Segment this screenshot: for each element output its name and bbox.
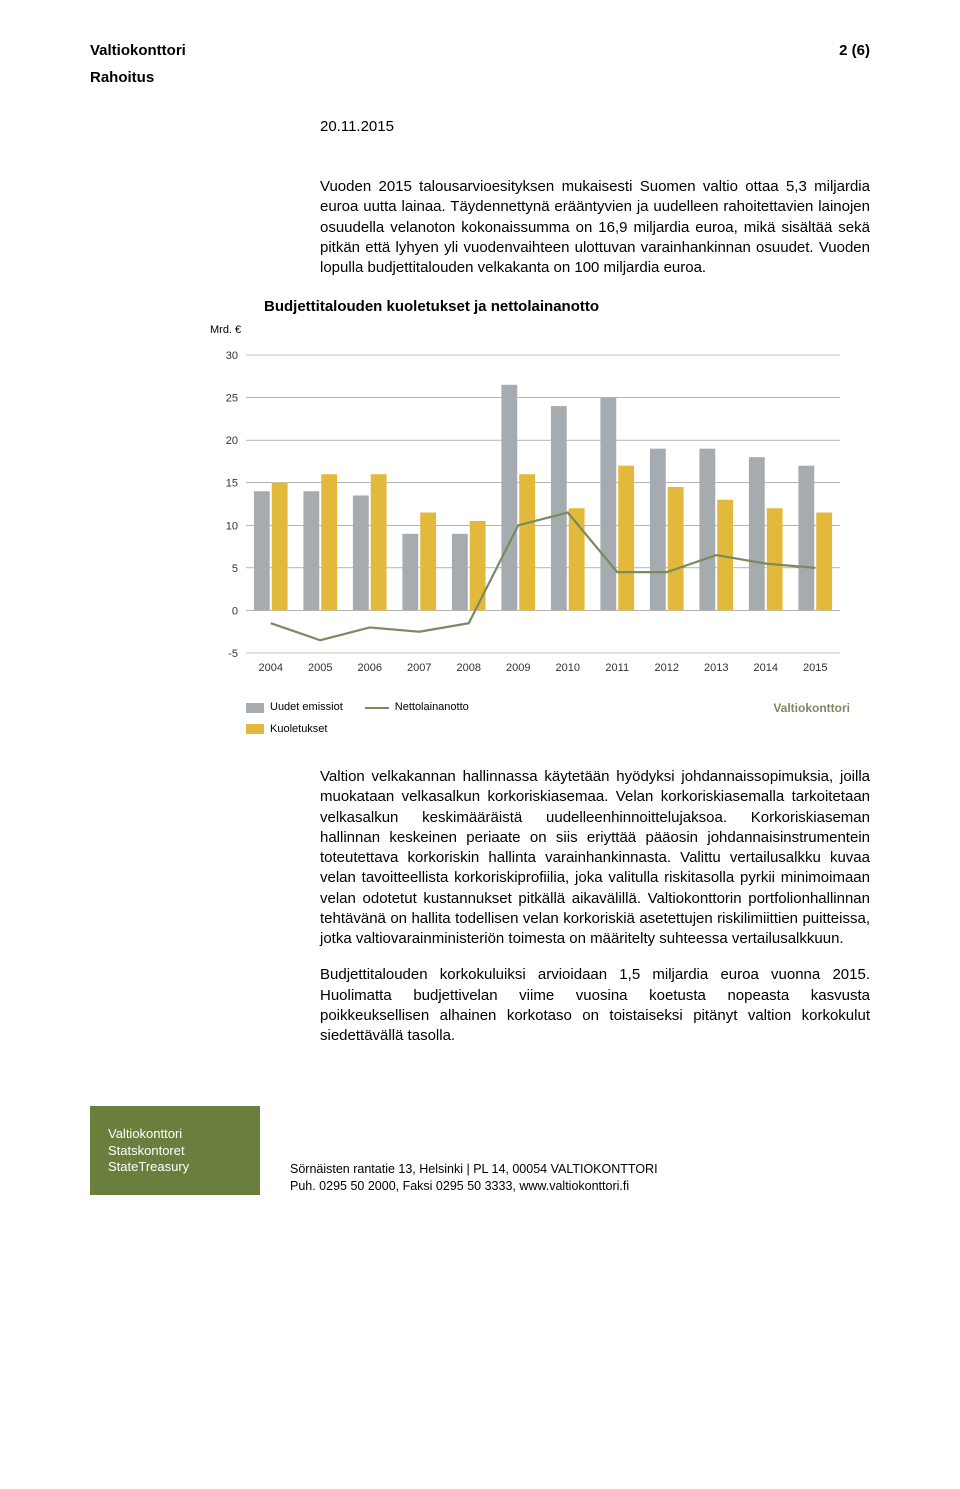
footer-logo-line1: Valtiokonttori [108, 1126, 242, 1142]
svg-text:2015: 2015 [803, 662, 827, 674]
svg-text:0: 0 [232, 605, 238, 617]
svg-text:2014: 2014 [754, 662, 778, 674]
document-date: 20.11.2015 [320, 116, 870, 137]
legend-uudet: Uudet emissiot [246, 700, 343, 715]
footer-addr-2: Puh. 0295 50 2000, Faksi 0295 50 3333, w… [290, 1178, 658, 1195]
legend-kuoletukset-label: Kuoletukset [270, 722, 327, 737]
svg-text:2009: 2009 [506, 662, 530, 674]
svg-text:5: 5 [232, 562, 238, 574]
paragraph-1: Vuoden 2015 talousarvioesityksen mukaise… [320, 177, 870, 278]
svg-text:2007: 2007 [407, 662, 431, 674]
svg-text:25: 25 [226, 392, 238, 404]
paragraph-2: Valtion velkakannan hallinnassa käytetää… [320, 767, 870, 949]
legend-kuoletukset: Kuoletukset [246, 722, 626, 737]
header-left-top: Valtiokonttori [90, 40, 186, 61]
svg-text:15: 15 [226, 477, 238, 489]
svg-text:2004: 2004 [259, 662, 283, 674]
footer-logo-line3: StateTreasury [108, 1159, 242, 1175]
legend-uudet-label: Uudet emissiot [270, 700, 343, 715]
page-number: 2 (6) [839, 40, 870, 61]
legend-line: Nettolainanotto [365, 700, 469, 715]
svg-text:2012: 2012 [655, 662, 679, 674]
svg-text:-5: -5 [228, 648, 238, 660]
svg-text:2008: 2008 [457, 662, 481, 674]
svg-text:20: 20 [226, 435, 238, 447]
svg-text:2011: 2011 [605, 662, 629, 674]
svg-text:2005: 2005 [308, 662, 332, 674]
paragraph-3: Budjettitalouden korkokuluiksi arvioidaa… [320, 965, 870, 1046]
chart-container: Budjettitalouden kuoletukset ja nettolai… [210, 296, 850, 737]
svg-text:2013: 2013 [704, 662, 728, 674]
svg-text:30: 30 [226, 350, 238, 362]
footer-logo-line2: Statskontoret [108, 1143, 242, 1159]
svg-text:2010: 2010 [556, 662, 580, 674]
header-left-sub: Rahoitus [90, 67, 870, 88]
chart-svg: -5 0 5 10 15 20 25 30 2004 2005 2006 2007 2008 2009 20… [210, 339, 850, 689]
chart-ylabel: Mrd. € [210, 323, 850, 338]
svg-text:2006: 2006 [358, 662, 382, 674]
legend-line-label: Nettolainanotto [395, 700, 469, 715]
svg-text:10: 10 [226, 520, 238, 532]
footer-addr-1: Sörnäisten rantatie 13, Helsinki | PL 14… [290, 1161, 658, 1178]
footer-address: Sörnäisten rantatie 13, Helsinki | PL 14… [290, 1161, 658, 1195]
chart-source: Valtiokonttori [773, 700, 850, 737]
chart-title: Budjettitalouden kuoletukset ja nettolai… [264, 296, 850, 317]
footer-logo: Valtiokonttori Statskontoret StateTreasu… [90, 1106, 260, 1195]
